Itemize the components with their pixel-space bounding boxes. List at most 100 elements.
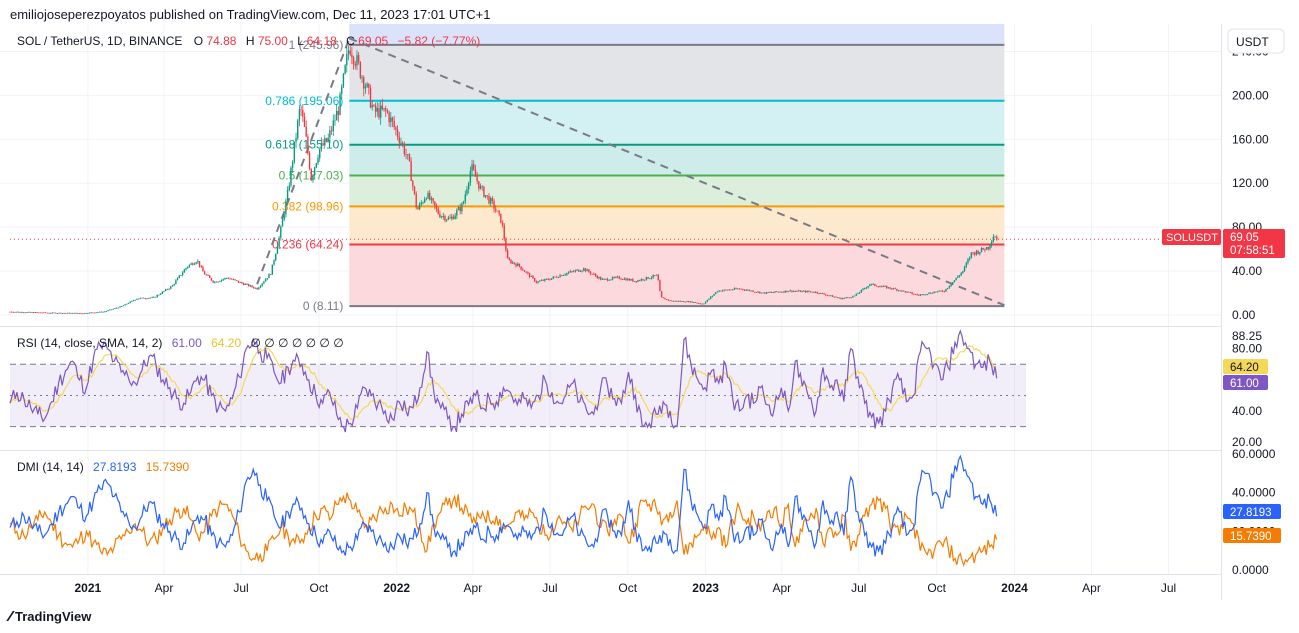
candle <box>241 281 243 284</box>
currency-button[interactable]: USDT <box>1227 28 1285 54</box>
candle <box>616 275 619 279</box>
candle <box>897 290 900 292</box>
candle <box>434 201 436 210</box>
candle <box>352 55 355 70</box>
candle <box>376 102 378 117</box>
candle <box>813 291 815 294</box>
candle <box>765 291 768 295</box>
fib-level-label: 0.786 (195.06) <box>265 94 343 108</box>
candle <box>390 112 392 128</box>
candle <box>525 271 527 274</box>
candle <box>361 75 363 83</box>
candle <box>320 137 323 152</box>
candle <box>53 312 55 314</box>
candle <box>17 311 20 313</box>
candle <box>539 279 541 282</box>
candle <box>513 262 516 265</box>
candle <box>928 292 930 295</box>
candle <box>689 301 692 303</box>
candle <box>522 267 524 271</box>
candle <box>650 276 653 280</box>
fib-level-label: 0.382 (98.96) <box>272 199 343 213</box>
candle <box>39 312 42 314</box>
candle <box>960 272 962 277</box>
candle <box>335 103 338 121</box>
candle <box>149 297 152 299</box>
candle <box>808 290 810 293</box>
candle <box>127 302 130 304</box>
candle <box>842 297 844 300</box>
candle <box>131 300 133 302</box>
candle <box>627 278 629 281</box>
candle <box>671 300 673 302</box>
candle <box>258 287 260 290</box>
candle <box>325 137 328 143</box>
candle <box>112 308 114 310</box>
candle <box>923 294 925 296</box>
candle <box>493 198 495 213</box>
candle <box>889 287 891 290</box>
candle <box>456 208 458 220</box>
candle <box>738 288 741 290</box>
candle <box>137 298 140 300</box>
candle <box>562 274 565 276</box>
tradingview-watermark[interactable]: ⁄⁄ TradingView <box>9 608 91 625</box>
x-tick-label: Oct <box>310 581 329 595</box>
x-tick-label: Oct <box>927 581 946 595</box>
uptrend-line[interactable] <box>256 37 351 285</box>
candle <box>403 141 406 157</box>
candle <box>442 212 444 220</box>
candle <box>579 269 582 272</box>
candle <box>953 279 956 283</box>
candle <box>891 287 893 291</box>
candle <box>515 262 517 268</box>
candle <box>952 282 954 285</box>
candle <box>268 273 270 279</box>
candle <box>574 269 577 273</box>
candle <box>432 197 434 205</box>
candle <box>862 287 864 291</box>
candle <box>682 300 685 302</box>
candle <box>794 290 797 292</box>
candle <box>926 293 929 296</box>
candle <box>449 214 451 219</box>
candle <box>180 275 182 277</box>
candle <box>139 297 142 299</box>
dmi-legend[interactable]: DMI (14, 14) 27.8193 15.7390 <box>17 460 189 474</box>
candle <box>784 290 786 293</box>
candle <box>303 112 306 128</box>
symbol-legend[interactable]: SOL / TetherUS, 1D, BINANCE O 74.88 H 75… <box>17 34 480 48</box>
candle <box>283 213 285 222</box>
candle <box>774 291 776 293</box>
candle <box>867 285 869 289</box>
rsi-legend[interactable]: RSI (14, close, SMA, 14, 2) 61.00 64.20 … <box>17 336 344 350</box>
candle <box>699 303 702 305</box>
tradingview-logo-icon: ⁄⁄ <box>9 608 12 625</box>
candle <box>217 281 219 283</box>
candle <box>144 297 147 300</box>
candle <box>838 297 841 299</box>
candle <box>161 291 164 295</box>
candle <box>232 278 235 281</box>
candle <box>334 114 336 126</box>
candle <box>38 312 40 314</box>
candle <box>825 293 827 296</box>
candle <box>713 293 715 296</box>
candle <box>941 290 944 293</box>
dmi-minus-line <box>9 492 998 568</box>
downtrend-line[interactable] <box>348 37 1005 307</box>
candle <box>339 91 341 116</box>
candle <box>789 289 791 292</box>
candle <box>909 292 912 293</box>
candle <box>109 309 111 311</box>
fibonacci-retracement[interactable]: 1 (245.96) 0.786 (195.06) 0.618 (155.10) 0.… <box>265 24 1005 313</box>
candle <box>652 274 654 279</box>
candle <box>398 131 400 149</box>
candle <box>660 291 663 298</box>
fib-band <box>349 244 1005 307</box>
candle <box>288 182 290 192</box>
candle <box>385 105 387 117</box>
candle <box>24 312 26 314</box>
trend-line[interactable] <box>256 37 1005 307</box>
